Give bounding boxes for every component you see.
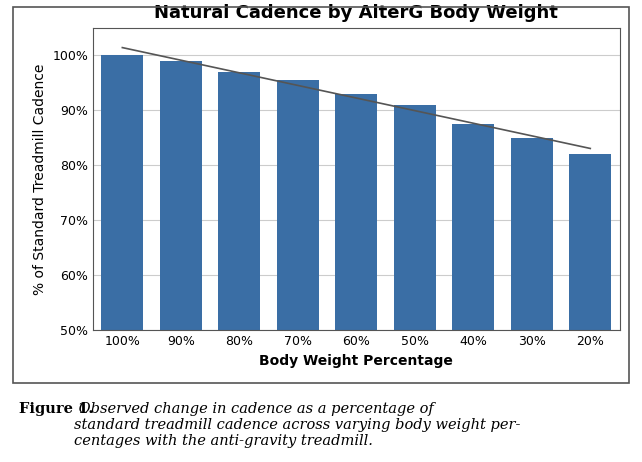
Bar	[394, 105, 436, 462]
Bar	[335, 94, 377, 462]
Y-axis label: % of Standard Treadmill Cadence: % of Standard Treadmill Cadence	[33, 63, 47, 295]
X-axis label: Body Weight Percentage: Body Weight Percentage	[259, 354, 453, 368]
Text: Figure 1.: Figure 1.	[19, 402, 94, 416]
Bar	[511, 138, 553, 462]
Bar	[218, 72, 261, 462]
Bar	[569, 154, 611, 462]
Bar	[101, 55, 143, 462]
Text: Observed change in cadence as a percentage of
standard treadmill cadence across : Observed change in cadence as a percenta…	[74, 402, 520, 448]
Bar	[452, 124, 494, 462]
Title: Natural Cadence by AlterG Body Weight: Natural Cadence by AlterG Body Weight	[154, 4, 559, 22]
Bar	[160, 61, 202, 462]
Bar	[277, 80, 319, 462]
